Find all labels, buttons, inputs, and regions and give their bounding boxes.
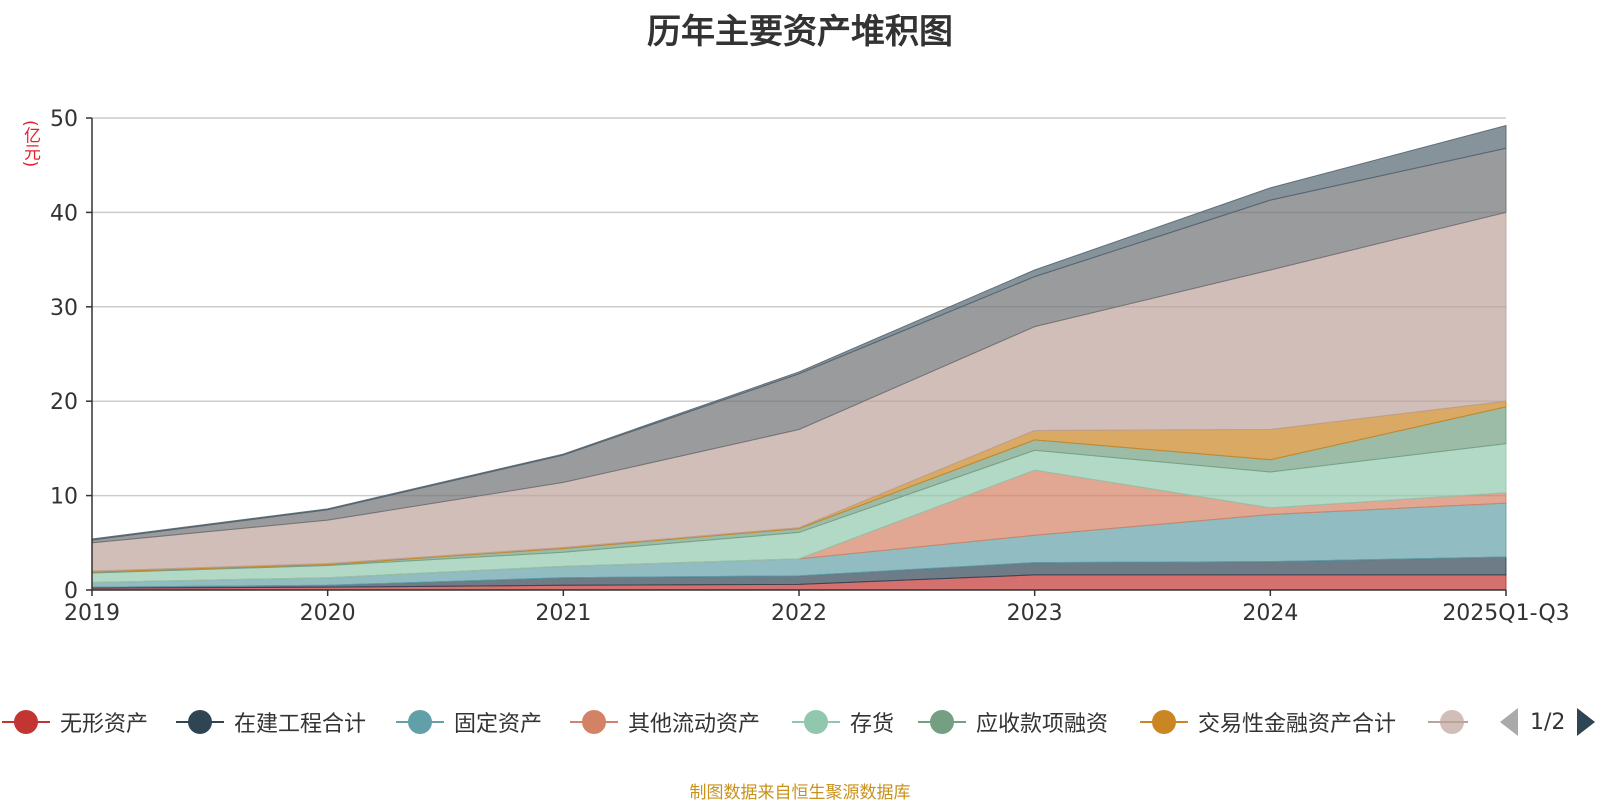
legend-label: 应收款项融资: [976, 712, 1109, 737]
area-series-9: [91, 124, 1507, 541]
x-tick-label: 2021: [535, 601, 591, 626]
legend-pager: 1/2: [1500, 700, 1596, 744]
legend-item[interactable]: 在建工程合计: [176, 700, 366, 744]
legend-item[interactable]: 应收款项融资: [918, 700, 1108, 744]
legend-label: 固定资产: [454, 712, 543, 737]
legend-marker-icon: [570, 710, 618, 734]
legend-marker-icon: [396, 710, 444, 734]
legend-item[interactable]: 固定资产: [396, 700, 542, 744]
legend-page-label: 1/2: [1530, 709, 1566, 735]
x-tick-label: 2024: [1242, 601, 1298, 626]
legend-label: 交易性金融资产合计: [1198, 712, 1397, 737]
legend-marker-icon: [176, 710, 224, 734]
y-tick-label: 40: [50, 201, 78, 226]
legend-marker-icon: [1428, 710, 1468, 734]
data-source-note: 制图数据来自恒生聚源数据库: [689, 783, 911, 803]
y-tick-label: 30: [50, 296, 78, 321]
legend: 其他应收账款货币资金交易性金融资产合计应收款项融资存货其他流动资产固定资产在建工…: [0, 700, 1600, 744]
x-tick-label: 2022: [771, 601, 827, 626]
legend-marker-icon: [792, 710, 840, 734]
y-axis-unit-label: (亿元): [20, 120, 40, 168]
legend-item[interactable]: 交易性金融资产合计: [1140, 700, 1396, 744]
legend-item[interactable]: 其他流动资产: [570, 700, 760, 744]
legend-label: 无形资产: [60, 712, 149, 737]
legend-label: 存货: [850, 712, 895, 737]
y-tick-label: 0: [64, 579, 78, 604]
y-tick-label: 20: [50, 390, 78, 415]
legend-prev-icon[interactable]: [1500, 708, 1518, 736]
legend-label: 其他流动资产: [628, 712, 761, 737]
legend-next-icon[interactable]: [1577, 708, 1596, 736]
chart-title: 历年主要资产堆积图: [647, 12, 953, 52]
x-tick-label: 2019: [64, 601, 120, 626]
y-tick-label: 10: [50, 485, 78, 510]
y-tick-label: 50: [50, 107, 78, 132]
legend-marker-icon: [918, 710, 966, 734]
x-tick-label: 2023: [1007, 601, 1063, 626]
legend-label: 在建工程合计: [234, 712, 367, 737]
legend-item[interactable]: 货币资金: [1428, 700, 1468, 744]
legend-marker-icon: [2, 710, 50, 734]
x-tick-label: 2020: [300, 601, 356, 626]
area-series: [91, 124, 1507, 591]
plot-area: 0 10 20 30 40 50 2019 2020 2021 2022 2023 2024 2025Q…: [50, 107, 1570, 626]
legend-item[interactable]: 无形资产: [2, 700, 148, 744]
x-tick-label: 2025Q1-Q3: [1442, 601, 1569, 626]
legend-item[interactable]: 存货: [792, 700, 894, 744]
legend-marker-icon: [1140, 710, 1188, 734]
axes: 0 10 20 30 40 50 2019 2020 2021 2022 2023 2024 2025Q…: [50, 107, 1570, 626]
